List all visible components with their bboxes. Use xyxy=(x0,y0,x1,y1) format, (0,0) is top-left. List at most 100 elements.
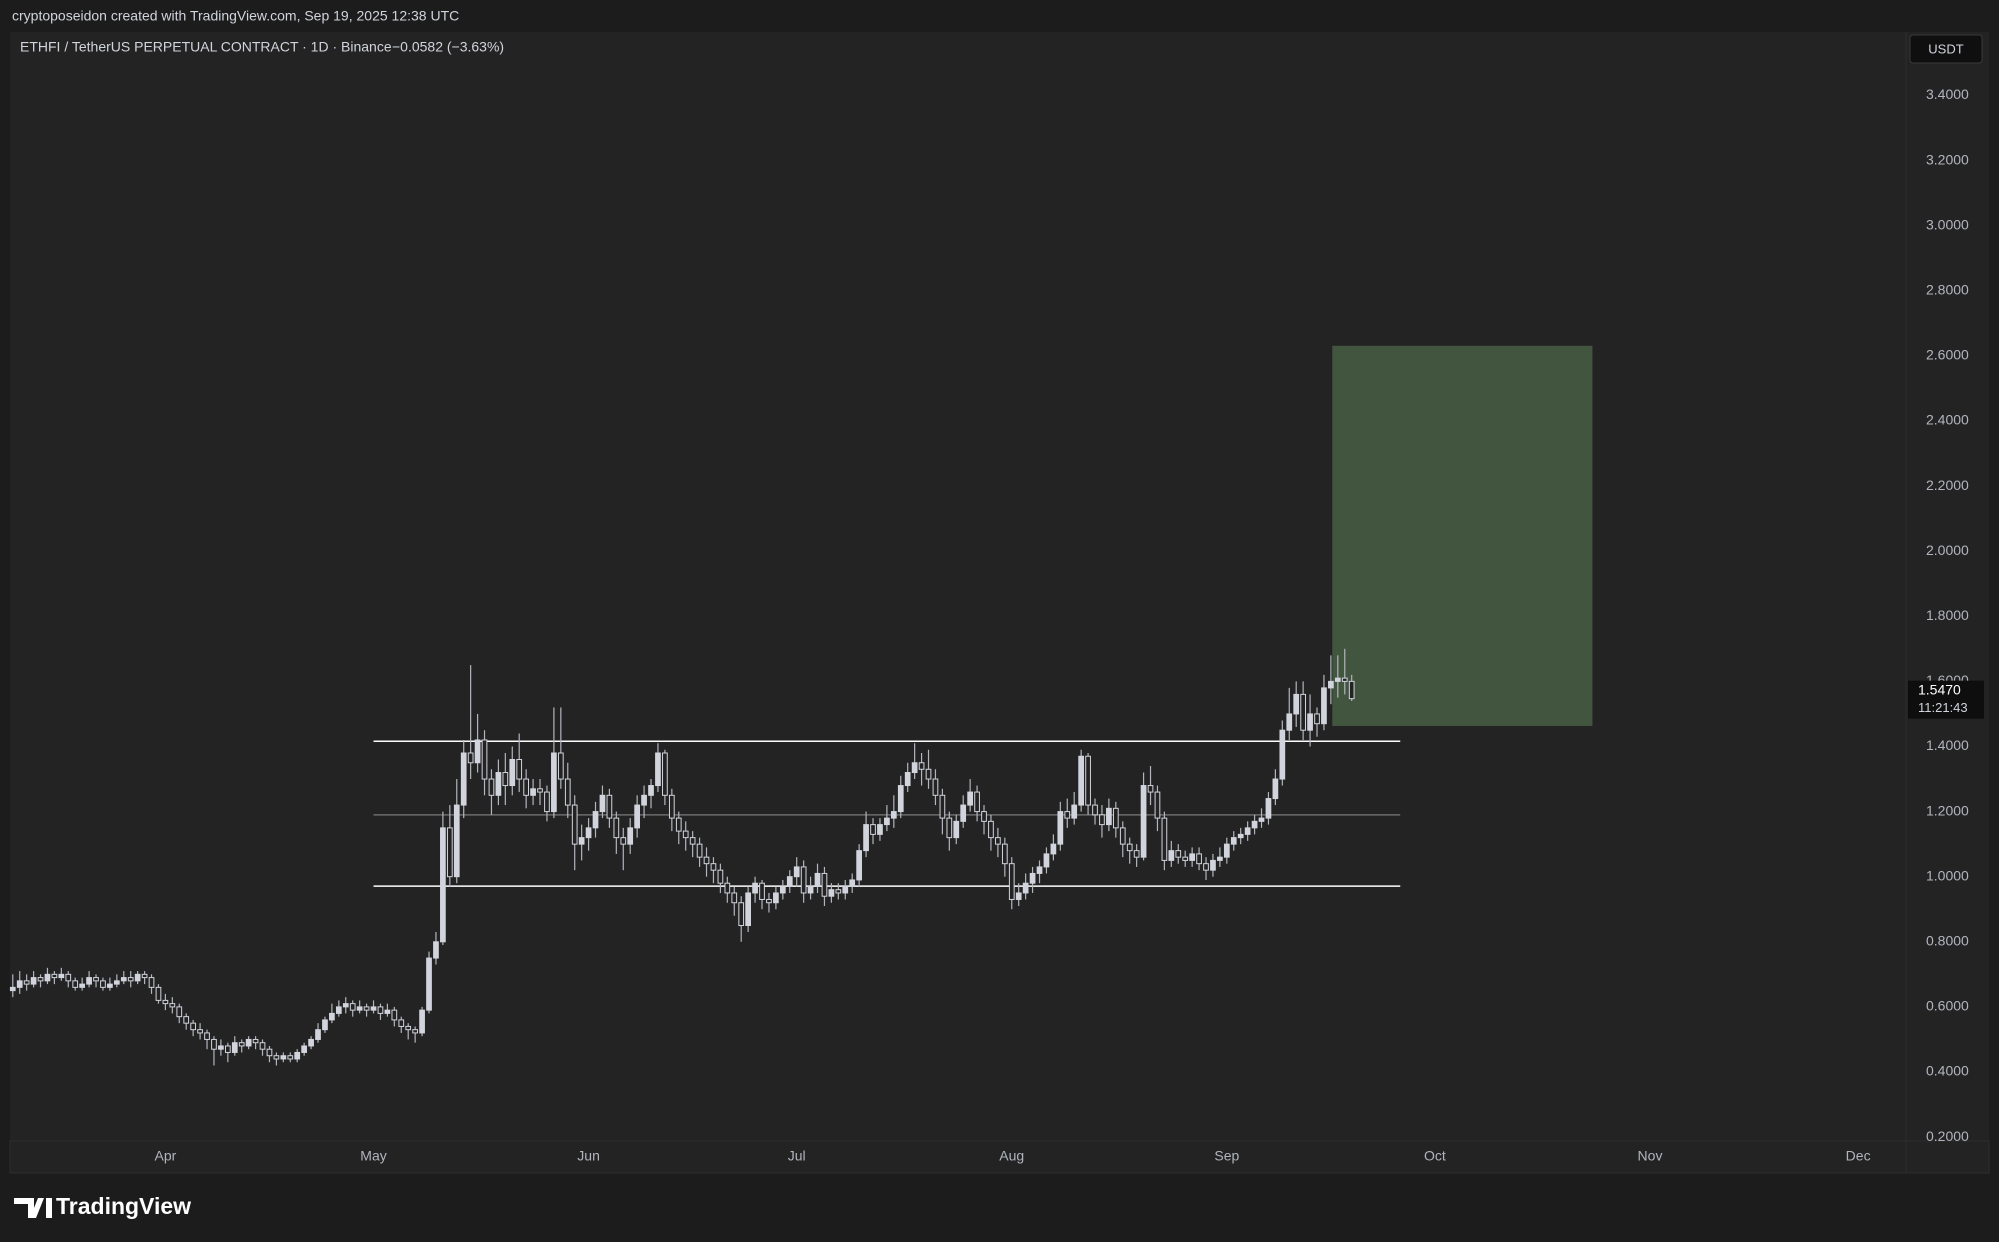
candle-body xyxy=(1106,807,1112,826)
candle-body xyxy=(544,791,550,813)
candle-body xyxy=(1300,693,1306,731)
candle-body xyxy=(1230,837,1237,845)
candle-body xyxy=(1293,693,1300,715)
candle-body xyxy=(1210,859,1216,871)
candle-body xyxy=(537,788,543,793)
candle-body xyxy=(370,1006,377,1011)
candle-body xyxy=(884,817,890,826)
candle-body xyxy=(79,983,86,988)
candle-body xyxy=(759,882,765,900)
candle-body xyxy=(495,772,502,796)
brand[interactable]: TradingView xyxy=(14,1193,191,1219)
candle-body xyxy=(551,752,557,813)
candle-body xyxy=(828,889,835,897)
brand-logo xyxy=(14,1198,52,1218)
candle-body xyxy=(322,1019,328,1031)
candle-body xyxy=(1314,713,1320,725)
candle-body xyxy=(1237,833,1244,839)
candle-body xyxy=(835,889,842,894)
candle-body xyxy=(627,827,634,845)
currency-box[interactable] xyxy=(1909,34,1983,64)
candle-body xyxy=(800,866,807,894)
x-tick-label: May xyxy=(360,1148,386,1164)
candle-body xyxy=(1182,856,1189,861)
symbol[interactable]: ETHFI / TetherUS PERPETUAL CONTRACT · 1D… xyxy=(20,39,392,55)
candle-body xyxy=(668,794,675,819)
candle-body xyxy=(1223,843,1230,858)
candle-body xyxy=(30,977,37,985)
y-tick-label: 0.4000 xyxy=(1926,1063,1969,1079)
candle-body xyxy=(238,1042,245,1047)
plot-area xyxy=(10,32,1906,1141)
candle-body xyxy=(23,980,30,985)
candles xyxy=(9,345,1593,1066)
candle-body xyxy=(190,1022,197,1031)
candle-body xyxy=(342,1003,349,1008)
candle-body xyxy=(148,977,155,988)
price-axis xyxy=(1906,32,1989,1141)
candle-body xyxy=(287,1055,294,1060)
candle-body xyxy=(1064,811,1071,819)
candle-body xyxy=(904,772,911,787)
candle-body xyxy=(134,973,141,982)
y-tick-label: 1.0000 xyxy=(1926,867,1969,883)
currency[interactable]: USDT xyxy=(1928,41,1963,56)
brand-name: TradingView xyxy=(56,1193,191,1219)
candle-body xyxy=(1119,827,1126,845)
y-tick-label: 2.8000 xyxy=(1926,281,1969,297)
y-tick-label: 0.6000 xyxy=(1926,998,1969,1014)
candle-body xyxy=(1036,866,1043,874)
candle-body xyxy=(689,837,696,845)
candle-body xyxy=(509,759,516,787)
y-tick-label: 1.4000 xyxy=(1926,737,1969,753)
candle-body xyxy=(197,1029,203,1034)
candle-body xyxy=(155,986,162,1001)
candle-body xyxy=(773,892,779,904)
candle-body xyxy=(1092,804,1098,816)
target-zone xyxy=(1332,345,1593,726)
candle-body xyxy=(1008,863,1015,900)
candle-body xyxy=(120,977,127,982)
countdown: 11:21:43 xyxy=(1918,700,1968,715)
candle-body xyxy=(662,752,668,796)
candle-body xyxy=(453,804,460,878)
x-tick-label: Dec xyxy=(1846,1148,1871,1164)
candle-body xyxy=(953,820,960,839)
candle-body xyxy=(294,1051,301,1060)
candle-body xyxy=(65,973,72,982)
candle-body xyxy=(1022,882,1029,894)
change: −0.0582 (−3.63%) xyxy=(392,39,504,55)
candle-body xyxy=(1154,791,1161,819)
candle-body xyxy=(460,752,467,806)
candle-body xyxy=(585,827,592,839)
candle-body xyxy=(58,973,65,979)
candle-body xyxy=(703,856,710,865)
candle-body xyxy=(911,762,918,774)
candle-body xyxy=(932,778,939,796)
candle-body xyxy=(481,739,488,780)
candle-body xyxy=(988,820,994,839)
candle-body xyxy=(1078,755,1084,806)
candle-body xyxy=(446,827,453,878)
y-tick-label: 3.2000 xyxy=(1926,151,1969,167)
candle-body xyxy=(939,794,946,819)
candle-body xyxy=(821,872,828,897)
candle-body xyxy=(273,1055,280,1060)
candle-body xyxy=(37,977,44,982)
candle-body xyxy=(1050,843,1057,855)
candle-body xyxy=(745,892,752,927)
candle-body xyxy=(252,1038,259,1044)
y-tick-label: 0.2000 xyxy=(1926,1128,1969,1144)
y-tick-label: 2.2000 xyxy=(1926,477,1969,493)
candle-body xyxy=(412,1029,419,1034)
y-tick-label: 1.2000 xyxy=(1926,802,1969,818)
candle-body xyxy=(363,1006,370,1011)
candle-body xyxy=(100,980,106,988)
candle-body xyxy=(793,866,800,878)
candle-body xyxy=(259,1042,266,1050)
x-tick-label: Aug xyxy=(999,1148,1024,1164)
candle-body xyxy=(1099,814,1105,826)
candle-body xyxy=(890,811,897,819)
candle-body xyxy=(1057,811,1064,845)
candle-body xyxy=(1168,850,1175,861)
